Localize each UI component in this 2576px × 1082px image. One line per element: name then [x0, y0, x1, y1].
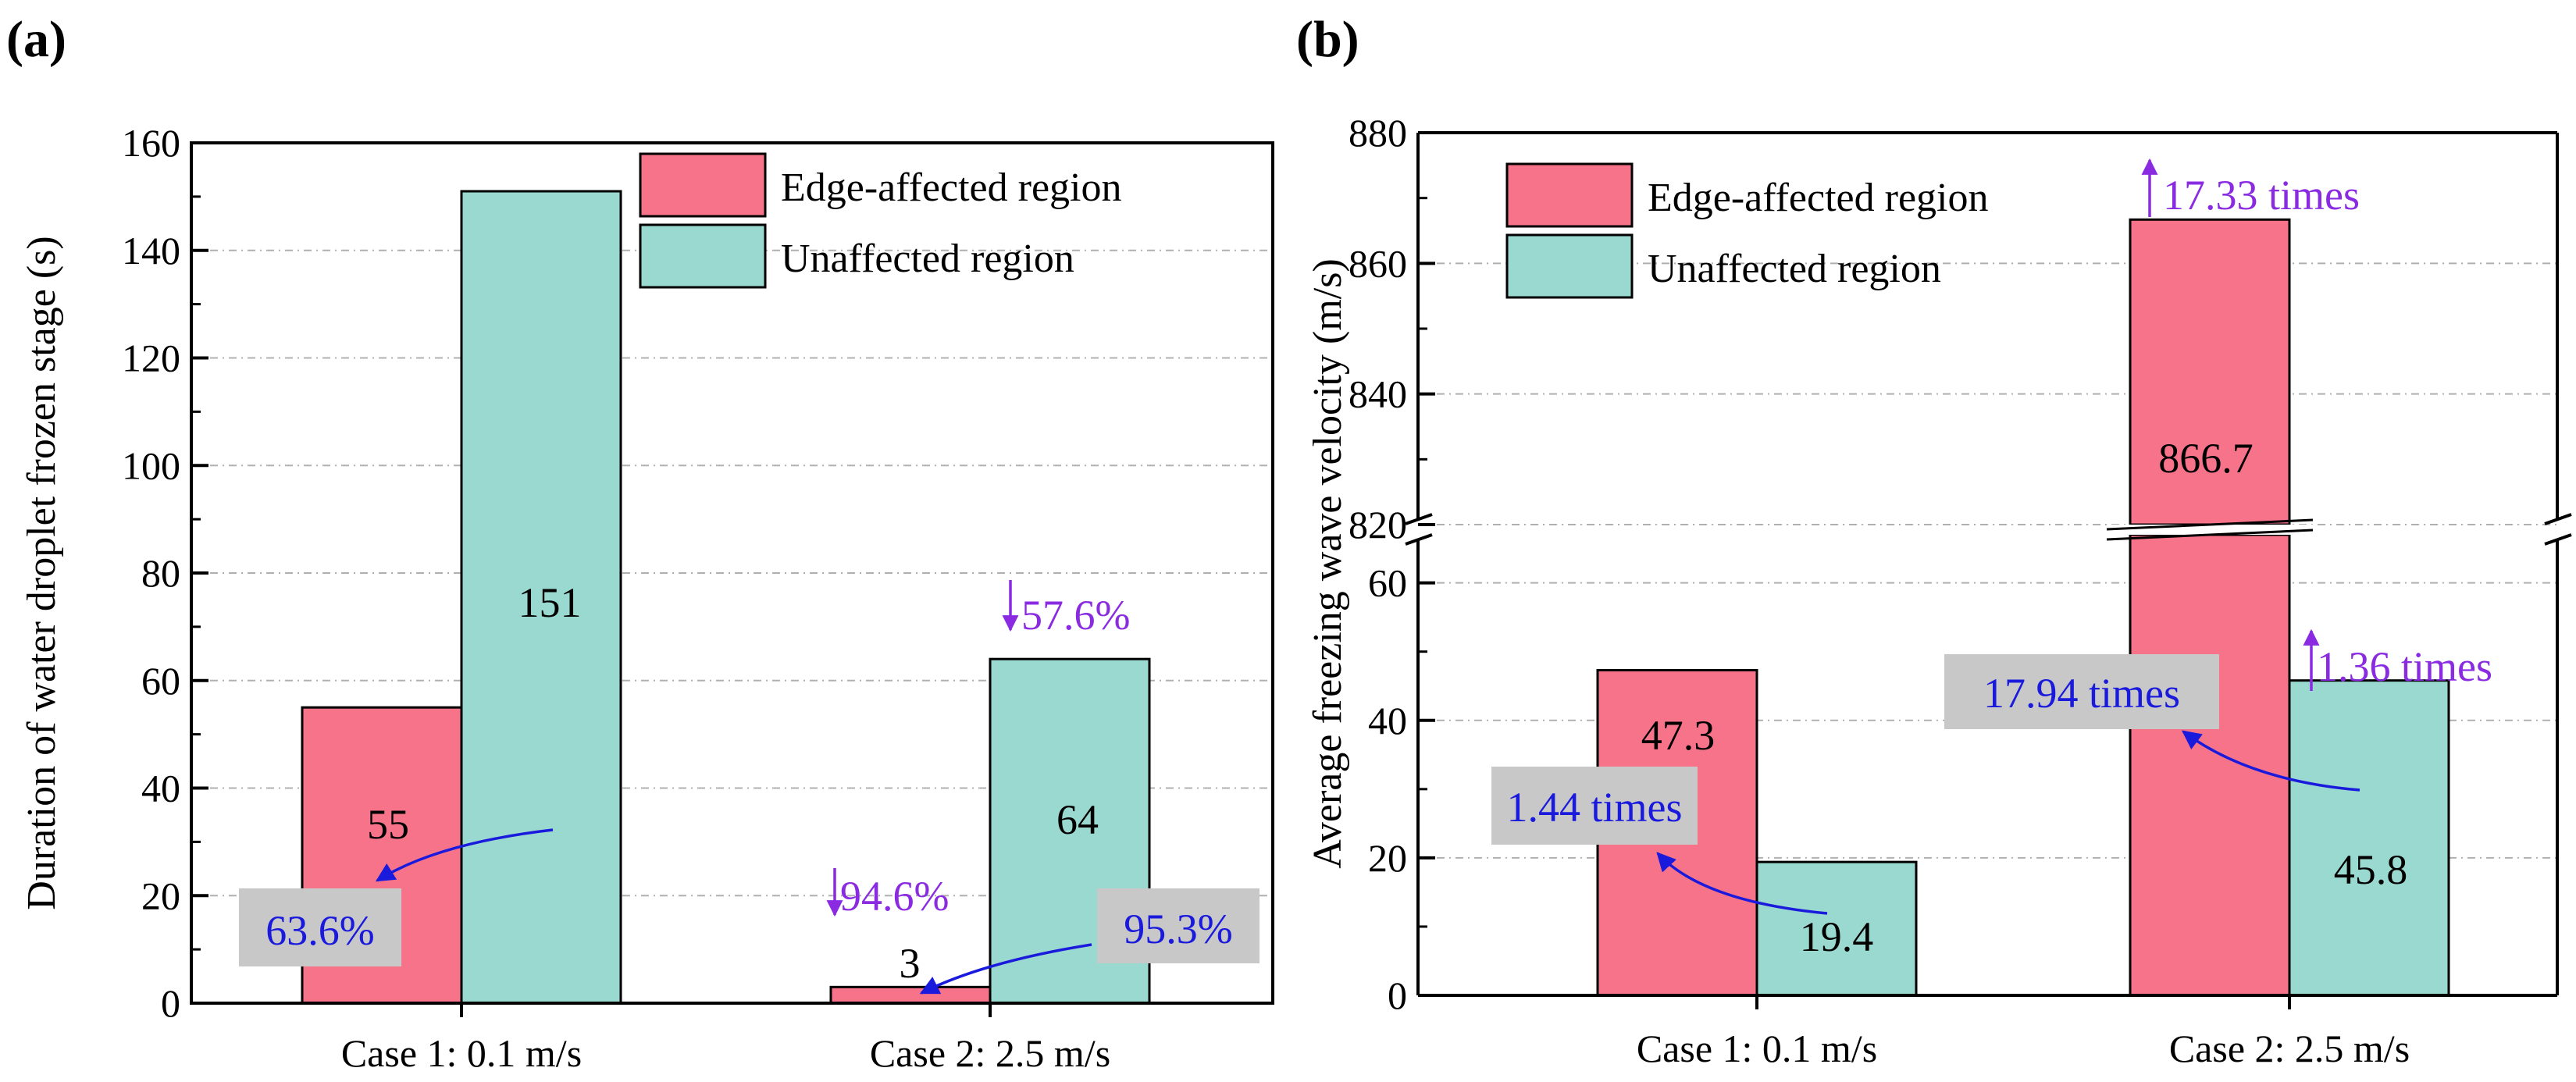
legend-swatch-edge	[1505, 162, 1634, 228]
panel-a-legend: Edge-affected region Unaffected region	[639, 152, 1121, 289]
y-tick-label: 40	[1368, 699, 1407, 742]
bar-label-edge-case1: 55	[367, 801, 409, 848]
increase-text-edge-case2: 17.33 times	[2163, 172, 2360, 219]
bar-label-unaffected-case1: 151	[518, 579, 582, 626]
legend-label-edge: Edge-affected region	[1648, 176, 1988, 220]
y-tick-label: 40	[141, 767, 180, 810]
panel-a-annotations: 55 151 3 64 63.6% 95.3% 94.6% 57.6%	[239, 579, 1259, 995]
panel-a: (a) 0 20 40 60 80 100 120 140 160 Case 1: 0.1 m/…	[6, 11, 1274, 1075]
panel-b-annotations: 47.3 19.4 866.7 45.8 1.44 times 17.94 ti…	[1491, 158, 2492, 960]
panel-b-y-ticks: 820 840 860 880 0 20 40 60	[1349, 111, 1435, 1017]
panel-a-y-axis-title: Duration of water droplet frozen stage (…	[20, 236, 64, 909]
decrease-text-unaffected-case2: 57.6%	[1021, 592, 1130, 639]
y-tick-label: 880	[1349, 111, 1407, 155]
bar-label-unaffected-case2: 64	[1056, 796, 1099, 843]
callout-arrow-case1	[375, 828, 554, 882]
panel-b-plot-frame	[1416, 131, 2559, 997]
y-tick-label: 60	[141, 659, 180, 703]
legend-swatch-edge	[639, 152, 767, 218]
bar-break-mark	[2106, 529, 2314, 541]
y-tick-label: 0	[1388, 973, 1407, 1017]
increase-text-unaffected-case2: 1.36 times	[2317, 643, 2492, 690]
y-tick-label: 120	[122, 336, 180, 380]
callout-text-case2: 95.3%	[1124, 906, 1232, 952]
bar-edge-case2	[829, 985, 992, 1005]
y-tick-label: 0	[161, 981, 180, 1025]
panel-b-legend: Edge-affected region Unaffected region	[1505, 162, 1988, 299]
callout-text-case1: 63.6%	[265, 907, 374, 954]
y-tick-label: 100	[122, 443, 180, 487]
bar-edge-case2-upper	[2129, 218, 2291, 526]
panel-a-x-ticks: Case 1: 0.1 m/s Case 2: 2.5 m/s	[341, 1003, 1110, 1075]
legend-label-unaffected: Unaffected region	[781, 237, 1074, 281]
panel-a-letter: (a)	[6, 11, 66, 68]
y-tick-label: 20	[1368, 836, 1407, 880]
panel-a-y-ticks: 0 20 40 60 80 100 120 140 160	[122, 121, 208, 1025]
x-tick-label: Case 1: 0.1 m/s	[1637, 1027, 1877, 1070]
x-tick-label: Case 1: 0.1 m/s	[341, 1031, 582, 1075]
y-tick-label: 160	[122, 121, 180, 165]
bar-unaffected-case2	[2288, 679, 2450, 997]
bar-label-edge-case2: 866.7	[2158, 435, 2254, 482]
y-tick-label: 20	[141, 874, 180, 917]
callout-text-case1: 1.44 times	[1507, 784, 1683, 831]
panel-b-axis-break-marks	[1405, 513, 2572, 546]
callout-arrow-case2	[2182, 730, 2360, 792]
panel-b-x-ticks: Case 1: 0.1 m/s Case 2: 2.5 m/s	[1637, 995, 2410, 1070]
y-tick-label: 140	[122, 229, 180, 272]
legend-label-edge: Edge-affected region	[781, 166, 1121, 210]
callout-box-case2	[1097, 888, 1259, 963]
callout-box-case1	[1491, 767, 1698, 845]
x-tick-label: Case 2: 2.5 m/s	[870, 1031, 1110, 1075]
y-tick-label: 860	[1349, 241, 1407, 285]
legend-swatch-unaffected	[639, 223, 767, 289]
legend-label-unaffected: Unaffected region	[1648, 247, 1941, 291]
x-tick-label: Case 2: 2.5 m/s	[2169, 1027, 2410, 1070]
y-tick-label: 820	[1349, 503, 1407, 546]
axis-break-gap	[2107, 525, 2313, 535]
bar-label-unaffected-case2: 45.8	[2334, 846, 2408, 893]
panel-b-y-axis-title: Average freezing wave velocity (m/s)	[1306, 258, 1350, 869]
callout-box-case2	[1944, 654, 2219, 729]
panel-b-letter: (b)	[1296, 11, 1359, 68]
callout-box-case1	[239, 888, 401, 966]
y-tick-label: 840	[1349, 372, 1407, 416]
y-tick-label: 80	[141, 551, 180, 595]
panel-b-bars	[1596, 218, 2450, 997]
callout-text-case2: 17.94 times	[1983, 670, 2180, 717]
bar-label-unaffected-case1: 19.4	[1800, 913, 1874, 960]
legend-swatch-unaffected	[1505, 233, 1634, 299]
callout-arrow-case2	[919, 943, 1092, 995]
bar-label-edge-case1: 47.3	[1641, 712, 1716, 759]
bar-break-mark	[2106, 518, 2314, 531]
bar-label-edge-case2: 3	[900, 940, 921, 987]
callout-arrow-case1	[1656, 852, 1828, 915]
bar-edge-case2-lower	[2129, 533, 2291, 997]
y-tick-label: 60	[1368, 561, 1407, 605]
decrease-text-edge-case2: 94.6%	[840, 873, 949, 920]
bar-unaffected-case1	[1755, 860, 1918, 997]
panel-a-plot-frame	[190, 141, 1274, 1005]
